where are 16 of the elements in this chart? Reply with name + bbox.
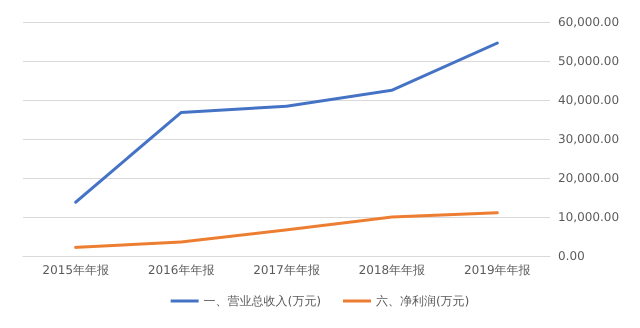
legend-label: 一、营业总收入(万元) <box>204 294 322 308</box>
y-tick-label: 30,000.00 <box>558 132 620 146</box>
y-tick-label: 40,000.00 <box>558 93 620 107</box>
y-tick-label: 10,000.00 <box>558 210 620 224</box>
line-series <box>74 42 499 204</box>
y-tick-label: 0.00 <box>558 249 585 263</box>
x-tick-label: 2018年年报 <box>358 263 426 277</box>
x-tick-label: 2019年年报 <box>464 263 531 277</box>
x-tick-label: 2015年年报 <box>42 263 109 277</box>
legend-label: 六、净利润(万元) <box>376 294 470 308</box>
y-tick-label: 50,000.00 <box>558 54 620 68</box>
y-tick-label: 60,000.00 <box>558 15 620 29</box>
x-tick-label: 2016年年报 <box>148 263 214 277</box>
x-tick-label: 2017年年报 <box>253 263 320 277</box>
y-tick-label: 20,000.00 <box>558 171 620 185</box>
line-series <box>74 211 499 249</box>
